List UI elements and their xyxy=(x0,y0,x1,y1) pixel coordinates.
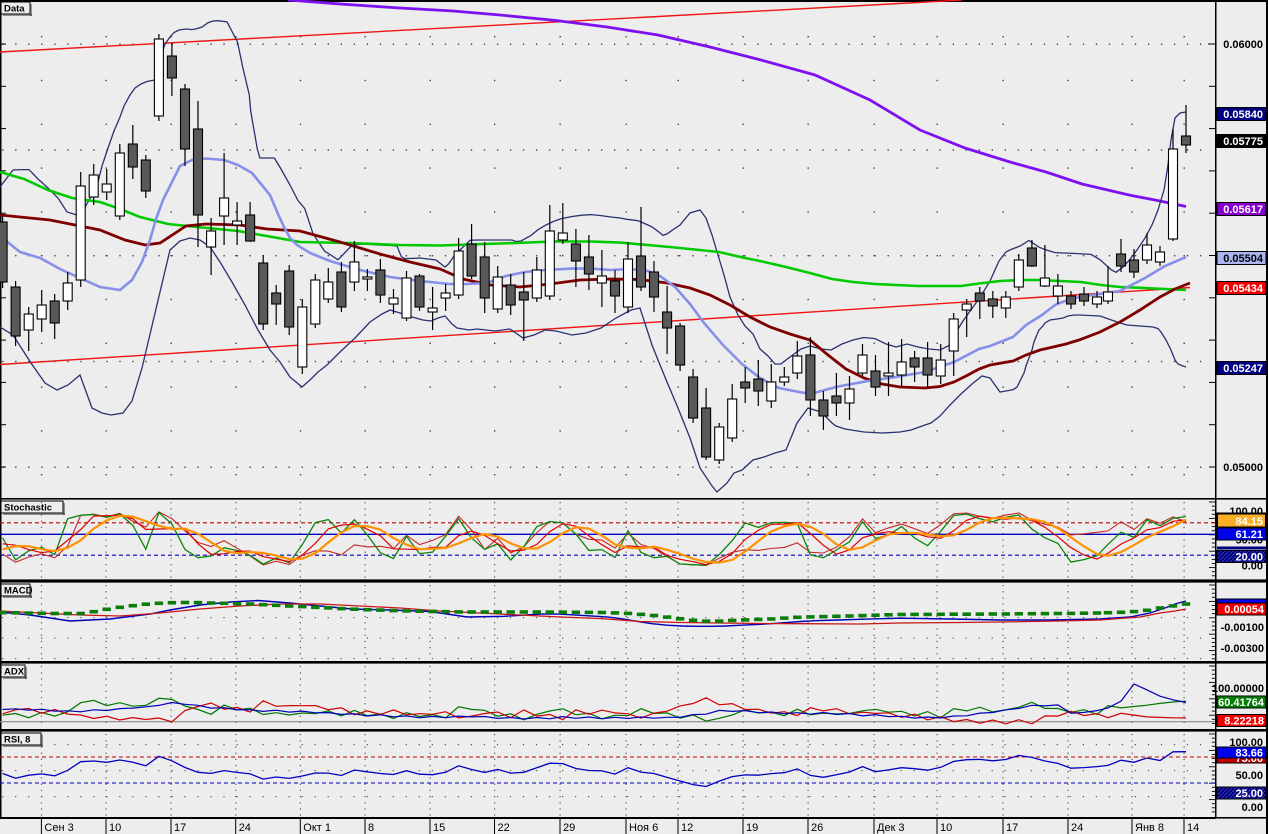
svg-text:17: 17 xyxy=(174,822,186,834)
svg-text:0.05617: 0.05617 xyxy=(1223,204,1263,216)
svg-text:20.00: 20.00 xyxy=(1235,552,1263,564)
svg-text:17: 17 xyxy=(1006,822,1018,834)
svg-text:-0.00100: -0.00100 xyxy=(1221,622,1264,634)
svg-text:83.66: 83.66 xyxy=(1235,748,1263,760)
svg-text:0.05840: 0.05840 xyxy=(1223,109,1263,121)
svg-text:0.05247: 0.05247 xyxy=(1223,363,1263,375)
svg-text:0.05434: 0.05434 xyxy=(1223,283,1264,295)
svg-text:8.22218: 8.22218 xyxy=(1224,716,1264,728)
svg-text:ADX: ADX xyxy=(4,667,25,678)
svg-text:Stochastic: Stochastic xyxy=(4,503,52,514)
svg-text:10: 10 xyxy=(940,822,952,834)
svg-text:0.06000: 0.06000 xyxy=(1223,39,1263,51)
svg-text:22: 22 xyxy=(498,822,510,834)
svg-text:8: 8 xyxy=(368,822,374,834)
svg-text:25.00: 25.00 xyxy=(1235,788,1263,800)
svg-text:19: 19 xyxy=(746,822,758,834)
svg-text:0.05000: 0.05000 xyxy=(1223,462,1263,474)
svg-text:0.00054: 0.00054 xyxy=(1224,604,1265,616)
svg-text:Янв 8: Янв 8 xyxy=(1135,822,1164,834)
svg-text:Окт 1: Окт 1 xyxy=(303,822,331,834)
svg-text:-0.00300: -0.00300 xyxy=(1221,643,1264,655)
svg-text:Сен 3: Сен 3 xyxy=(44,822,73,834)
svg-text:15: 15 xyxy=(433,822,445,834)
svg-text:RSI, 8: RSI, 8 xyxy=(4,735,30,746)
svg-text:Дек 3: Дек 3 xyxy=(877,822,905,834)
svg-text:60.41764: 60.41764 xyxy=(1218,697,1265,709)
svg-text:0.05775: 0.05775 xyxy=(1223,136,1263,148)
svg-text:24: 24 xyxy=(1071,822,1083,834)
svg-text:0.00: 0.00 xyxy=(1242,802,1263,814)
svg-text:0.00: 0.00 xyxy=(1242,561,1263,573)
svg-text:100.00000: 100.00000 xyxy=(1212,683,1264,695)
svg-text:50.00: 50.00 xyxy=(1235,770,1263,782)
svg-text:Data: Data xyxy=(4,4,25,15)
svg-text:24: 24 xyxy=(239,822,251,834)
svg-text:100.00: 100.00 xyxy=(1229,737,1263,749)
svg-text:26: 26 xyxy=(811,822,823,834)
svg-text:29: 29 xyxy=(563,822,575,834)
svg-text:12: 12 xyxy=(681,822,693,834)
svg-text:0.05504: 0.05504 xyxy=(1223,253,1264,265)
svg-text:84.15: 84.15 xyxy=(1235,516,1263,528)
svg-text:MACD: MACD xyxy=(4,586,33,597)
svg-text:10: 10 xyxy=(109,822,121,834)
svg-text:Ноя 6: Ноя 6 xyxy=(629,822,658,834)
svg-text:61.21: 61.21 xyxy=(1235,529,1263,541)
svg-text:14: 14 xyxy=(1187,822,1199,834)
